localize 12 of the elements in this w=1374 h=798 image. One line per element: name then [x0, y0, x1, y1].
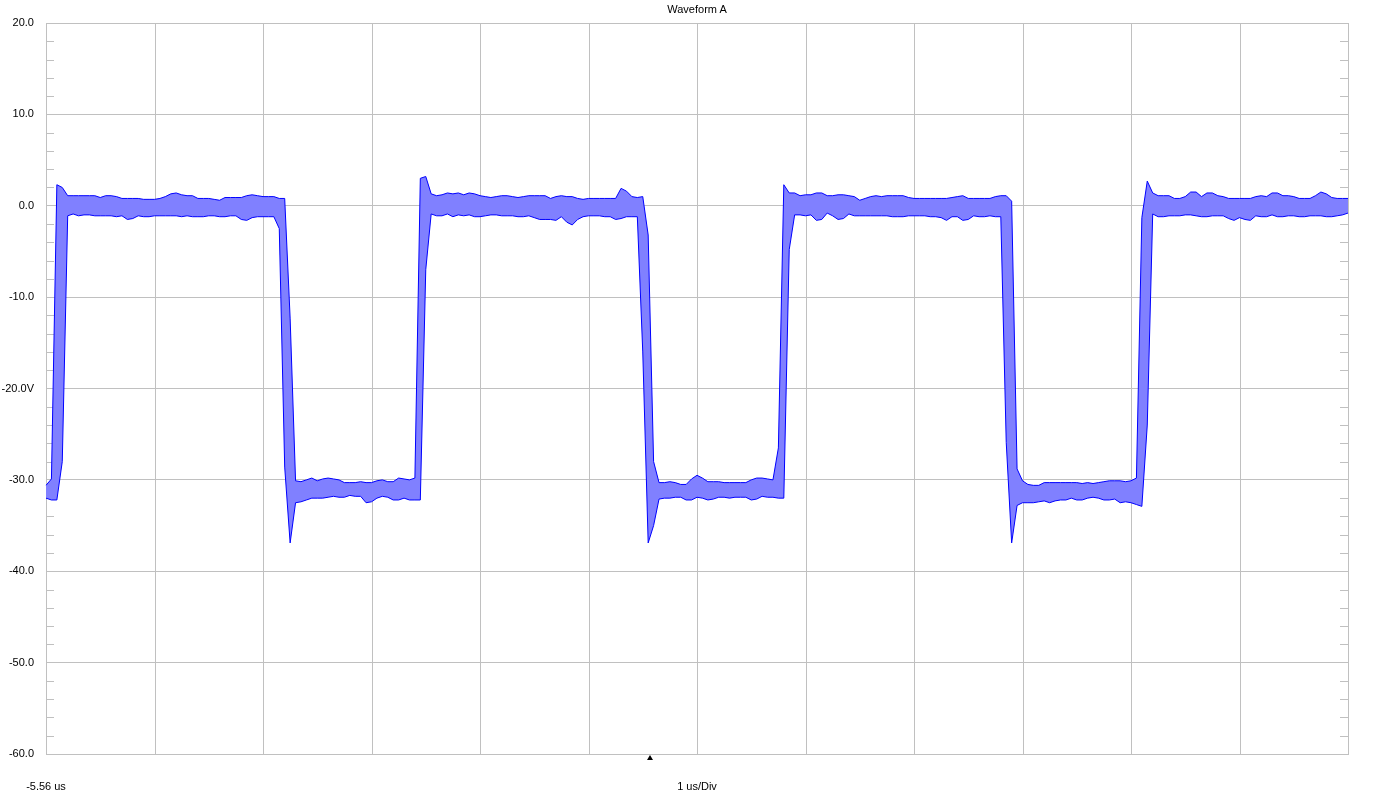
y-tick-label: -10.0 — [8, 290, 34, 303]
y-tick-label: -50.0 — [8, 655, 34, 668]
y-tick-label: -40.0 — [8, 564, 34, 577]
x-axis-title: 1 us/Div — [677, 780, 718, 793]
y-tick-label: -30.0 — [8, 472, 34, 485]
y-tick-label: 20.0 — [12, 16, 34, 29]
y-tick-label: -60.0 — [8, 747, 34, 760]
y-tick-label: 0.0 — [18, 198, 34, 211]
text: -5.56 us — [26, 780, 67, 793]
y-tick-label: 10.0 — [12, 107, 34, 120]
y-tick-label: -20.0V — [1, 381, 35, 394]
chart-title: Waveform A — [667, 3, 728, 16]
